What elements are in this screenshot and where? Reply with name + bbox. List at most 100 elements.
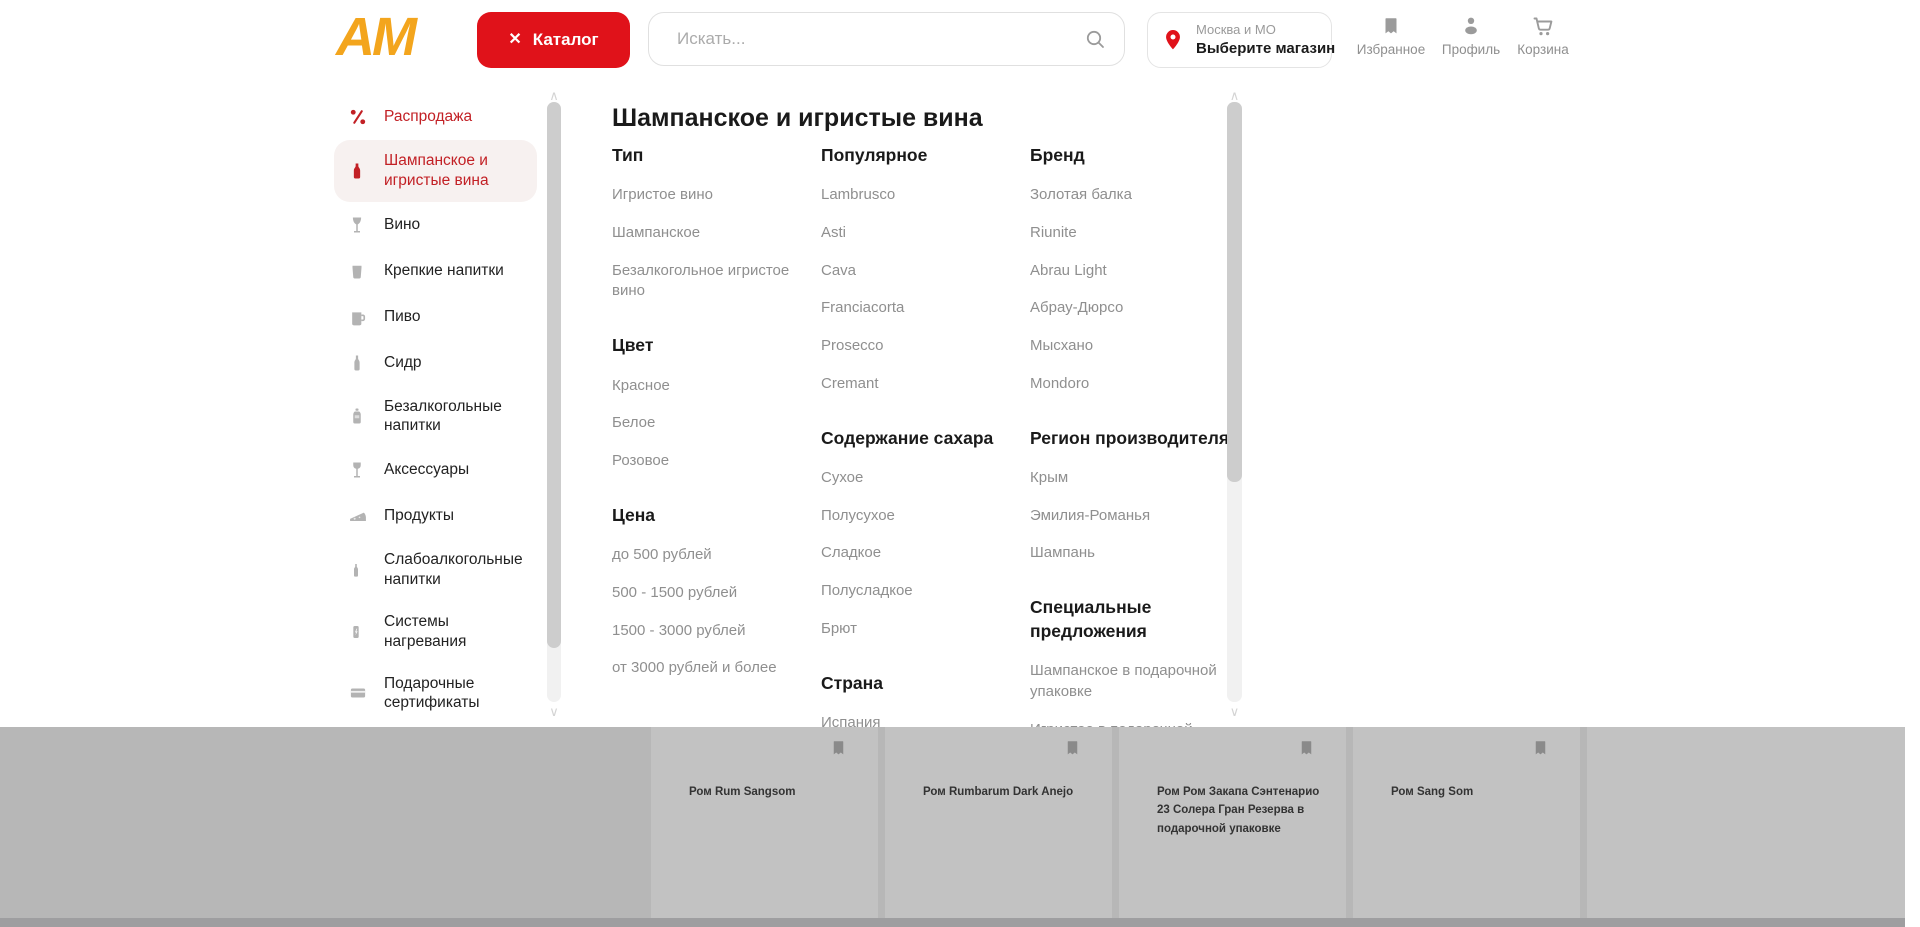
menu-link[interactable]: 500 - 1500 рублей (612, 583, 738, 601)
menu-link[interactable]: Шампанское в подарочной упаковке (1030, 662, 1217, 700)
menu-link[interactable]: Abrau Light (1030, 261, 1107, 279)
user-icon (1425, 13, 1517, 39)
menu-section-color: Цвет Красное Белое Розовое (612, 334, 797, 480)
menu-link[interactable]: до 500 рублей (612, 546, 712, 564)
whiskey-glass-icon (348, 259, 368, 283)
menu-link[interactable]: Эмилия-Романья (1030, 506, 1151, 524)
menu-link[interactable]: Белое (612, 414, 656, 432)
menu-link[interactable]: Cremant (821, 374, 879, 392)
sidebar-item-accessories[interactable]: Аксессуары (334, 447, 537, 493)
sidebar-item-heating[interactable]: Системы нагревания (334, 601, 537, 663)
menu-link[interactable]: Крым (1030, 468, 1069, 486)
sidebar-item-wine[interactable]: Вино (334, 202, 537, 248)
sidebar-item-label: Слабоалкогольные напитки (384, 551, 523, 589)
product-card[interactable]: Ром Rum Sangsom (651, 727, 878, 918)
menu-column-1: Тип Игристое вино Шампанское Безалкоголь… (612, 144, 797, 687)
product-card[interactable]: Ром Rumbarum Dark Anejo (885, 727, 1112, 918)
bookmark-icon[interactable] (1531, 737, 1550, 764)
sidebar-item-label: Крепкие напитки (384, 261, 504, 279)
sidebar-item-cider[interactable]: Сидр (334, 340, 537, 386)
menu-link[interactable]: Игристое вино (612, 186, 714, 204)
menu-link[interactable]: Riunite (1030, 223, 1077, 241)
chevron-down-icon[interactable]: ∨ (549, 704, 559, 719)
logo[interactable]: АМ (336, 7, 417, 67)
gift-card-icon (348, 681, 368, 705)
chevron-up-icon[interactable]: ∧ (1229, 88, 1240, 103)
favorites-button[interactable]: Избранное (1345, 13, 1437, 57)
menu-link[interactable]: Полусладкое (821, 581, 913, 599)
menu-link[interactable]: Красное (612, 376, 670, 394)
menu-link[interactable]: 1500 - 3000 рублей (612, 621, 746, 639)
dimmed-area (1587, 727, 1905, 918)
menu-link[interactable]: от 3000 рублей и более (612, 659, 777, 677)
product-card[interactable]: Ром Sang Som (1353, 727, 1580, 918)
champagne-bottle-icon (348, 159, 368, 183)
menu-link[interactable]: Брют (821, 619, 857, 637)
content-scrollbar[interactable]: ∧ ∨ (1227, 88, 1242, 720)
menu-column-2: Популярное Lambrusco Asti Cava Franciaco… (821, 144, 1013, 727)
close-icon: ✕ (508, 31, 522, 48)
menu-link[interactable]: Безалкогольное игристое вино (612, 261, 790, 300)
section-heading: Тип (612, 145, 644, 165)
beer-mug-icon (348, 305, 368, 329)
menu-link[interactable]: Шампанское (612, 223, 701, 241)
search-icon[interactable] (1083, 27, 1107, 56)
header: АМ ✕ Каталог Москва и МО Выберите магази… (0, 0, 1920, 88)
menu-link[interactable]: Золотая балка (1030, 186, 1132, 204)
sidebar-item-food[interactable]: Продукты (334, 493, 537, 539)
scrollbar-thumb[interactable] (1227, 102, 1242, 482)
menu-link[interactable]: Cava (821, 261, 857, 279)
sidebar-item-label: Безалкогольные напитки (384, 397, 502, 435)
menu-link[interactable]: Игристое в подарочной (1030, 711, 1230, 727)
sidebar-item-lowalcohol[interactable]: Слабоалкогольные напитки (334, 539, 537, 601)
menu-link[interactable]: Абрау-Дюрсо (1030, 299, 1124, 317)
wine-glass-icon (348, 213, 368, 237)
menu-link[interactable]: Шампань (1030, 544, 1095, 562)
sidebar-item-giftcards[interactable]: Подарочные сертификаты (334, 663, 537, 725)
menu-link[interactable]: Испания (821, 713, 881, 727)
product-title: Ром Ром Закапа Сэнтенарио 23 Солера Гран… (1157, 786, 1320, 835)
sidebar-item-nonalcoholic[interactable]: Безалкогольные напитки (334, 386, 537, 448)
bookmark-icon[interactable] (1297, 737, 1316, 764)
menu-link[interactable]: Franciacorta (821, 299, 905, 317)
product-card[interactable]: Ром Ром Закапа Сэнтенарио 23 Солера Гран… (1119, 727, 1346, 918)
menu-link[interactable]: Полусухое (821, 506, 895, 524)
bookmark-icon[interactable] (1063, 737, 1082, 764)
chevron-up-icon[interactable]: ∧ (549, 88, 559, 103)
profile-button[interactable]: Профиль (1425, 13, 1517, 57)
store-selector[interactable]: Москва и МО Выберите магазин (1147, 12, 1335, 68)
sidebar-item-label: Продукты (384, 507, 455, 525)
cart-icon (1497, 13, 1589, 39)
menu-link[interactable]: Lambrusco (821, 186, 896, 204)
map-pin-icon (1160, 27, 1186, 53)
menu-link[interactable]: Мысхано (1030, 336, 1094, 354)
menu-link[interactable]: Розовое (612, 451, 670, 469)
menu-link[interactable]: Asti (821, 223, 847, 241)
sidebar-item-beer[interactable]: Пиво (334, 294, 537, 340)
sidebar-item-champagne[interactable]: Шампанское и игристые вина (334, 140, 537, 202)
menu-section-country: Страна Испания (821, 672, 1013, 727)
menu-link[interactable]: Mondoro (1030, 374, 1090, 392)
sidebar-item-label: Шампанское и игристые вина (384, 152, 489, 189)
menu-link[interactable]: Сухое (821, 468, 864, 486)
product-title: Ром Rum Sangsom (689, 786, 796, 798)
cart-button[interactable]: Корзина (1497, 13, 1589, 57)
menu-link[interactable]: Prosecco (821, 336, 884, 354)
catalog-sidebar: Распродажа Шампанское и игристые вина Ви… (334, 94, 537, 724)
menu-link[interactable]: Сладкое (821, 544, 882, 562)
sidebar-item-spirits[interactable]: Крепкие напитки (334, 248, 537, 294)
menu-section-sugar: Содержание сахара Сухое Полусухое Сладко… (821, 427, 1013, 648)
sidebar-item-sale[interactable]: Распродажа (334, 94, 537, 140)
section-heading: Цена (612, 505, 656, 526)
menu-section-region: Регион производителя Крым Эмилия-Романья… (1030, 427, 1230, 573)
category-title: Шампанское и игристые вина (612, 104, 983, 132)
sidebar-scrollbar[interactable]: ∧ ∨ (547, 88, 561, 720)
search-input[interactable] (648, 12, 1125, 66)
catalog-button[interactable]: ✕ Каталог (477, 12, 630, 68)
chevron-down-icon[interactable]: ∨ (1229, 704, 1240, 719)
bookmark-icon[interactable] (829, 737, 848, 764)
product-title: Ром Sang Som (1391, 786, 1474, 798)
scrollbar-thumb[interactable] (547, 102, 561, 648)
section-heading: Страна (821, 672, 883, 693)
